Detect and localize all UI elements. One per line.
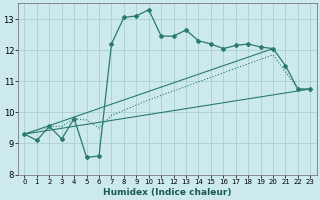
X-axis label: Humidex (Indice chaleur): Humidex (Indice chaleur) xyxy=(103,188,232,197)
